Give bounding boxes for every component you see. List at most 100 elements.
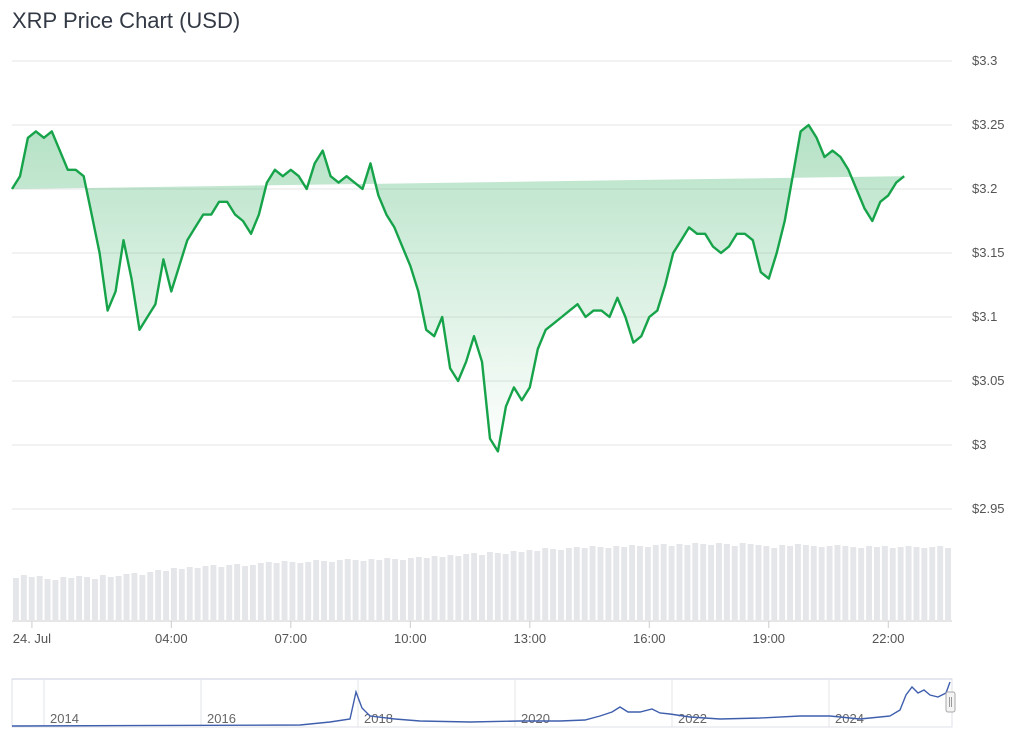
volume-bar [494, 553, 501, 620]
volume-bar [581, 548, 588, 620]
volume-bar [305, 562, 312, 620]
volume-bar [858, 548, 865, 620]
volume-bar [945, 548, 951, 620]
volume-bar [139, 575, 146, 620]
volume-bar [265, 562, 272, 620]
volume-bar [558, 550, 564, 620]
volume-bar [755, 545, 762, 620]
volume-bar [565, 548, 572, 620]
chart-title: XRP Price Chart (USD) [12, 8, 241, 33]
volume-bar [20, 575, 27, 620]
volume-bar [431, 556, 438, 620]
volume-bar [131, 573, 138, 620]
time-tick-label: 16:00 [633, 631, 666, 646]
volume-bar [795, 544, 801, 620]
volume-bar [629, 545, 636, 620]
volume-bar [344, 559, 351, 620]
volume-bars [13, 543, 951, 620]
volume-bar [510, 551, 517, 620]
volume-bar [194, 568, 201, 620]
volume-bar [605, 548, 612, 620]
volume-bar [107, 577, 114, 620]
volume-bar [834, 545, 841, 620]
volume-bar [328, 562, 335, 620]
volume-bar [273, 563, 280, 620]
volume-bar [613, 546, 620, 620]
volume-bar [68, 578, 75, 620]
volume-bar [163, 571, 169, 620]
volume-bar [368, 559, 375, 620]
volume-bar [28, 577, 35, 620]
volume-bar [637, 546, 643, 620]
price-tick-label: $3.05 [972, 373, 1005, 388]
volume-bar [652, 545, 659, 620]
volume-bar [170, 568, 177, 620]
volume-bar [850, 547, 857, 620]
volume-bar [249, 565, 256, 620]
volume-bar [842, 546, 849, 620]
volume-bar [44, 579, 51, 620]
price-tick-label: $3.2 [972, 181, 997, 196]
navigator-handle[interactable] [945, 691, 956, 713]
time-tick-label: 04:00 [155, 631, 188, 646]
time-tick-label: 07:00 [275, 631, 308, 646]
navigator-year-label: 2018 [364, 711, 393, 726]
volume-bar [589, 546, 596, 620]
volume-bar [202, 566, 209, 620]
volume-bar [447, 555, 454, 620]
volume-bar [739, 543, 746, 620]
volume-bar [929, 547, 936, 620]
volume-bar [384, 558, 391, 620]
volume-bar [297, 563, 304, 620]
price-tick-label: $3 [972, 437, 986, 452]
volume-bar [716, 543, 722, 620]
volume-bar [874, 547, 880, 620]
price-axis-labels: $3.3 $3.25 $3.2 $3.15 $3.1 $3.05 $3 $2.95 [972, 53, 1005, 516]
price-area [10, 123, 905, 453]
volume-bar [937, 546, 944, 620]
volume-bar [360, 561, 367, 620]
volume-bar [502, 554, 509, 620]
volume-bar [463, 554, 470, 620]
time-tick-label: 24. Jul [13, 631, 51, 646]
volume-bar [921, 548, 928, 620]
volume-bar [352, 560, 359, 620]
volume-bar [550, 549, 557, 620]
volume-bar [826, 546, 833, 620]
volume-bar [684, 545, 691, 620]
volume-bar [573, 547, 580, 620]
volume-bar [91, 579, 98, 620]
volume-bar [486, 552, 493, 620]
volume-bar [889, 548, 896, 620]
volume-bar [534, 551, 541, 620]
volume-bar [289, 562, 296, 620]
volume-bar [147, 572, 154, 620]
navigator-year-label: 2016 [207, 711, 236, 726]
time-axis: 24. Jul 04:00 07:00 10:00 13:00 16:00 19:00 22:… [12, 620, 952, 646]
volume-bar [731, 546, 738, 620]
volume-bar [818, 547, 825, 620]
price-tick-label: $3.15 [972, 245, 1005, 260]
volume-bar [76, 576, 83, 620]
volume-bar [155, 570, 162, 620]
volume-bar [542, 548, 549, 620]
volume-bar [897, 547, 904, 620]
volume-bar [321, 561, 327, 620]
volume-bar [415, 557, 422, 620]
volume-bar [376, 560, 383, 620]
volume-bar [423, 558, 430, 620]
volume-bar [13, 578, 19, 620]
volume-bar [723, 544, 730, 620]
volume-bar [242, 566, 248, 620]
volume-bar [763, 546, 770, 620]
volume-bar [660, 544, 667, 620]
navigator-year-label: 2020 [521, 711, 550, 726]
range-navigator[interactable]: 2014 2016 2018 2020 2022 2024 [11, 678, 956, 728]
volume-bar [115, 576, 122, 620]
price-line[interactable] [10, 123, 905, 453]
volume-bar [336, 560, 343, 620]
volume-bar [644, 547, 651, 620]
volume-bar [802, 545, 809, 620]
time-tick-label: 22:00 [872, 631, 905, 646]
